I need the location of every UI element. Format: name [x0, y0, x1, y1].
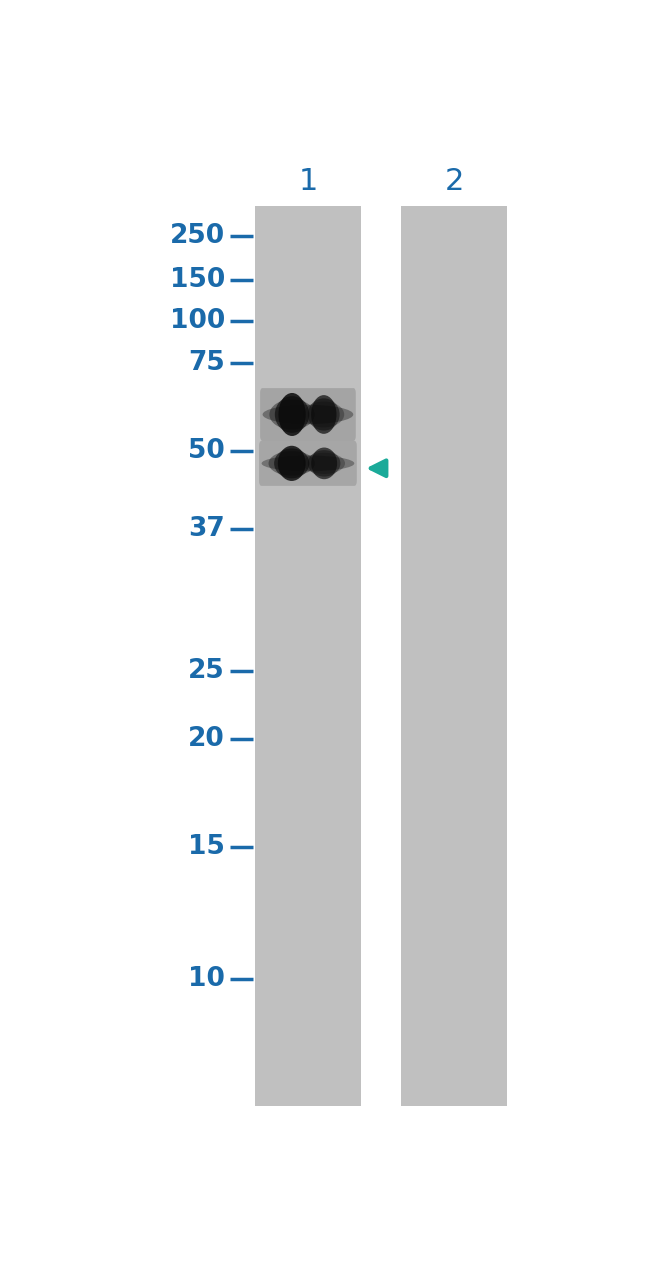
Text: 10: 10: [188, 965, 225, 992]
Ellipse shape: [308, 399, 340, 431]
Ellipse shape: [275, 396, 309, 433]
Ellipse shape: [311, 447, 337, 479]
Text: 1: 1: [298, 168, 318, 197]
Ellipse shape: [274, 448, 309, 479]
Text: 150: 150: [170, 267, 225, 292]
Text: 2: 2: [445, 168, 463, 197]
Ellipse shape: [263, 405, 354, 424]
FancyBboxPatch shape: [260, 389, 356, 441]
Ellipse shape: [304, 453, 345, 474]
FancyBboxPatch shape: [259, 441, 357, 486]
Ellipse shape: [304, 401, 344, 428]
Ellipse shape: [308, 450, 341, 476]
Ellipse shape: [261, 456, 354, 471]
Text: 50: 50: [188, 438, 225, 464]
Ellipse shape: [311, 395, 337, 434]
Text: 37: 37: [188, 516, 225, 542]
Text: 100: 100: [170, 307, 225, 334]
Text: 75: 75: [188, 349, 225, 376]
Ellipse shape: [278, 446, 306, 481]
Text: 25: 25: [188, 658, 225, 683]
Ellipse shape: [269, 400, 315, 429]
Bar: [401, 206, 507, 1106]
Text: 20: 20: [188, 726, 225, 752]
Text: 15: 15: [188, 833, 225, 860]
Bar: [255, 206, 361, 1106]
Text: 250: 250: [170, 222, 225, 249]
Ellipse shape: [268, 451, 315, 476]
Ellipse shape: [278, 392, 306, 436]
